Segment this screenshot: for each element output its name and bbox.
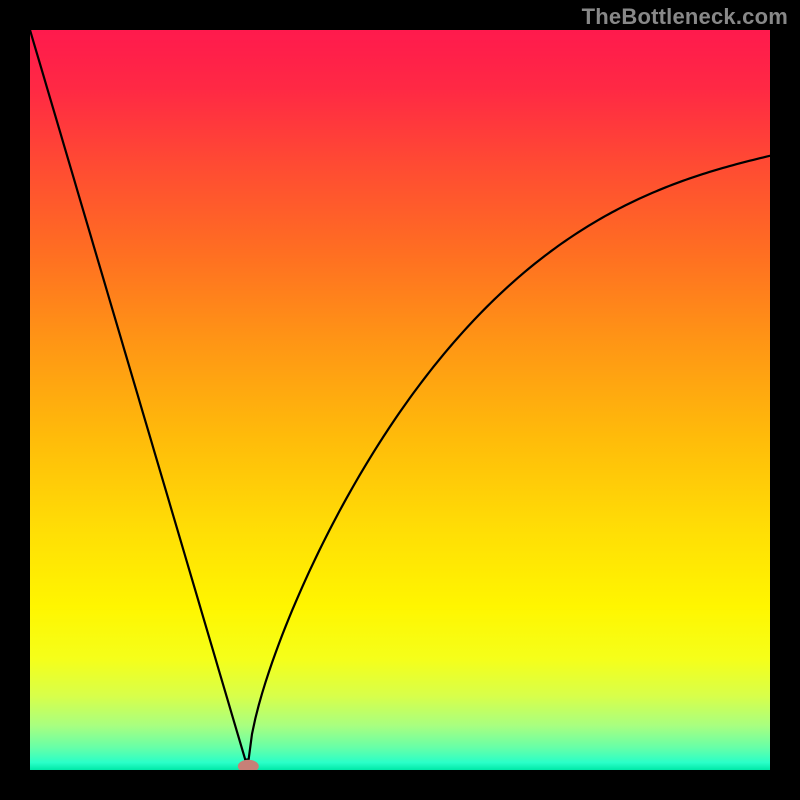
curve-layer [30, 30, 770, 770]
chart-container: TheBottleneck.com [0, 0, 800, 800]
watermark-text: TheBottleneck.com [582, 4, 788, 30]
bottleneck-curve [30, 30, 770, 760]
notch-marker [238, 760, 258, 770]
